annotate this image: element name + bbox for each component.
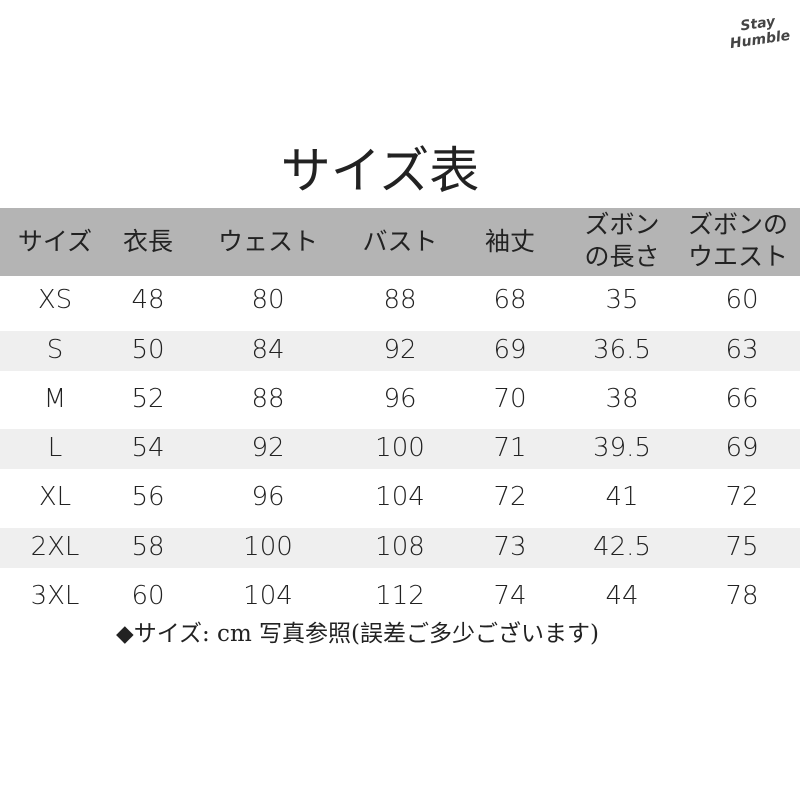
cell: 60 <box>725 285 759 315</box>
cell: 70 <box>493 384 527 414</box>
logo: Stay Humble <box>720 11 798 53</box>
cell: S <box>46 335 64 365</box>
cell: 71 <box>493 433 527 463</box>
cell: 52 <box>131 384 165 414</box>
cell: 54 <box>131 433 165 463</box>
cell: 66 <box>725 384 759 414</box>
cell: 56 <box>131 482 165 512</box>
header-cell: の長さ <box>584 242 660 271</box>
cell: 73 <box>493 532 527 562</box>
cell: 50 <box>131 335 165 365</box>
cell: XS <box>37 285 73 315</box>
header-cell: ウエスト <box>688 242 789 271</box>
row-stripe <box>0 528 800 568</box>
cell: 69 <box>725 433 759 463</box>
row-stripe <box>0 331 800 371</box>
cell: 100 <box>375 433 425 463</box>
cell: 92 <box>383 335 417 365</box>
cell: 96 <box>383 384 417 414</box>
cell: 69 <box>493 335 527 365</box>
note: ◆サイズ: cm 写真参照(誤差ご多少ございます) <box>116 621 600 647</box>
cell: 48 <box>131 285 165 315</box>
cell: 104 <box>243 581 293 611</box>
cell: 58 <box>131 532 165 562</box>
cell: 60 <box>131 581 165 611</box>
cell: 92 <box>251 433 285 463</box>
cell: 36.5 <box>593 335 651 365</box>
title: サイズ表 <box>280 142 480 200</box>
cell: 112 <box>375 581 425 611</box>
header-cell: サイズ <box>17 227 93 256</box>
cell: 104 <box>375 482 425 512</box>
row-stripe <box>0 429 800 469</box>
cell: 74 <box>493 581 527 611</box>
header-band <box>0 208 800 276</box>
cell: 3XL <box>30 581 80 611</box>
cell: 88 <box>251 384 285 414</box>
cell: 108 <box>375 532 425 562</box>
cell: 42.5 <box>593 532 651 562</box>
cell: 78 <box>725 581 759 611</box>
cell: M <box>43 384 67 414</box>
cell: 84 <box>251 335 285 365</box>
header-cell: ズボンの <box>688 210 789 239</box>
header-cell: バスト <box>362 227 438 256</box>
cell: L <box>47 433 63 463</box>
cell: 68 <box>493 285 527 315</box>
cell: 100 <box>243 532 293 562</box>
header-cell: ウェスト <box>217 227 318 256</box>
cell: 41 <box>605 482 639 512</box>
cell: XL <box>38 482 72 512</box>
cell: 96 <box>251 482 285 512</box>
cell: 35 <box>605 285 639 315</box>
cell: 80 <box>251 285 285 315</box>
cell: 2XL <box>30 532 80 562</box>
cell: 38 <box>605 384 639 414</box>
header-cell: ズボン <box>584 210 660 239</box>
cell: 75 <box>725 532 759 562</box>
header-cell: 衣長 <box>122 227 173 256</box>
header-cell: 袖丈 <box>484 227 535 256</box>
cell: 72 <box>725 482 759 512</box>
cell: 63 <box>725 335 759 365</box>
cell: 72 <box>493 482 527 512</box>
cell: 88 <box>383 285 417 315</box>
cell: 44 <box>605 581 639 611</box>
cell: 39.5 <box>593 433 651 463</box>
